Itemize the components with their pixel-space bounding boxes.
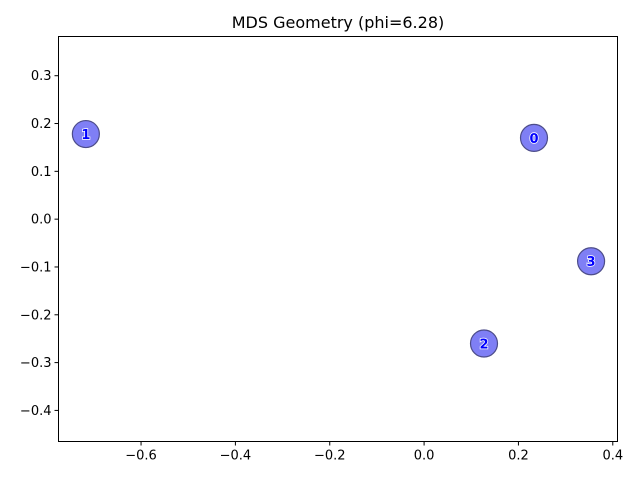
x-tick-label: 0.4 <box>602 449 623 464</box>
scatter-point-2 <box>469 329 499 358</box>
y-tick-label: 0.3 <box>31 69 52 84</box>
scatter-point-0 <box>519 123 549 152</box>
x-tick-label: −0.2 <box>314 449 346 464</box>
scatter-point-1 <box>71 119 100 149</box>
y-tick-label: 0.1 <box>31 165 52 180</box>
point-label-1: 1 <box>81 128 90 143</box>
y-axis: −0.4 −0.3 −0.2 −0.1 0.0 0.1 0.2 0.3 <box>20 69 59 419</box>
point-label-2: 2 <box>479 337 488 352</box>
y-tick-label: −0.4 <box>20 404 52 419</box>
chart-title: MDS Geometry (phi=6.28) <box>232 13 445 32</box>
data-points: 0 1 2 3 <box>71 119 606 358</box>
point-label-3: 3 <box>587 255 596 270</box>
x-tick-label: 0.0 <box>414 449 435 464</box>
x-tick-label: 0.2 <box>508 449 529 464</box>
y-tick-label: −0.1 <box>20 260 52 275</box>
y-tick-label: −0.3 <box>20 356 52 371</box>
x-tick-label: −0.6 <box>125 449 157 464</box>
point-label-0: 0 <box>529 132 538 147</box>
y-tick-label: −0.2 <box>20 308 52 323</box>
plot-frame <box>58 36 618 442</box>
x-axis: −0.6 −0.4 −0.2 0.0 0.2 0.4 <box>125 441 623 464</box>
y-tick-label: 0.2 <box>31 117 52 132</box>
scatter-point-3 <box>576 247 606 276</box>
y-tick-label: 0.0 <box>31 213 52 228</box>
x-tick-label: −0.4 <box>220 449 252 464</box>
